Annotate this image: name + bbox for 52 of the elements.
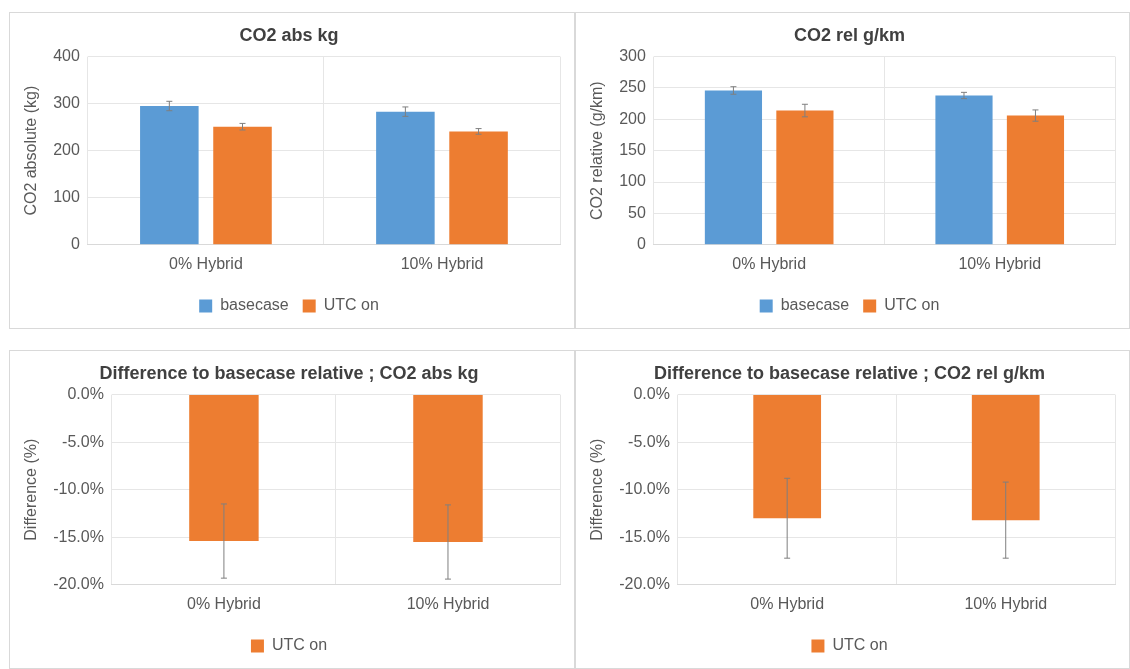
y-tick-label: -5.0% <box>628 432 670 450</box>
x-tick-label: 10% Hybrid <box>958 254 1042 272</box>
chart-title: Difference to basecase relative ; CO2 rel g/km <box>653 362 1046 383</box>
y-tick-label: 250 <box>619 78 646 96</box>
y-tick-label: -5.0% <box>62 432 104 450</box>
bar <box>140 106 199 245</box>
x-tick-label: 0% Hybrid <box>750 594 825 612</box>
legend-label: UTC on <box>884 296 940 314</box>
y-axis-title: Difference (%) <box>22 438 40 541</box>
y-tick-label: 200 <box>53 141 80 159</box>
y-tick-label: 150 <box>619 141 646 159</box>
y-tick-label: -20.0% <box>53 575 104 593</box>
x-tick-label: 10% Hybrid <box>400 254 484 272</box>
y-axis-title: Difference (%) <box>588 438 606 541</box>
y-tick-label: 0.0% <box>633 385 670 403</box>
y-tick-label: 0 <box>636 235 646 253</box>
y-axis-title: CO2 relative (g/km) <box>588 81 606 221</box>
bar <box>213 126 272 245</box>
bar <box>776 110 834 245</box>
bar <box>1006 115 1065 245</box>
y-tick-label: -10.0% <box>53 480 104 498</box>
legend-label: UTC on <box>271 636 328 654</box>
legend-label: UTC on <box>832 636 888 654</box>
y-axis-title: CO2 absolute (kg) <box>22 85 40 216</box>
x-tick-label: 10% Hybrid <box>964 594 1048 612</box>
legend-label: basecase <box>220 296 289 314</box>
legend-label: basecase <box>780 296 850 314</box>
y-tick-label: 300 <box>53 94 80 112</box>
bar <box>376 111 435 245</box>
x-tick-label: 0% Hybrid <box>732 254 807 272</box>
y-tick-label: 400 <box>53 47 80 65</box>
chart-title: CO2 abs kg <box>239 24 339 45</box>
y-tick-label: -15.0% <box>619 527 670 545</box>
chart-title: Difference to basecase relative ; CO2 abs kg <box>99 362 479 383</box>
x-tick-label: 0% Hybrid <box>169 254 243 272</box>
y-tick-label: 100 <box>619 172 646 190</box>
y-tick-label: 0 <box>70 235 80 253</box>
bar <box>449 131 508 245</box>
y-tick-label: 100 <box>53 188 80 206</box>
legend-label: UTC on <box>323 296 379 314</box>
bar <box>935 95 993 245</box>
y-tick-label: 200 <box>619 109 646 127</box>
y-tick-label: -10.0% <box>619 480 670 498</box>
y-tick-label: 50 <box>628 203 646 221</box>
y-tick-label: -20.0% <box>619 575 670 593</box>
bar <box>704 90 763 245</box>
y-tick-label: 0.0% <box>67 385 104 403</box>
x-tick-label: 0% Hybrid <box>187 594 261 612</box>
y-tick-label: 300 <box>619 47 646 65</box>
x-tick-label: 10% Hybrid <box>406 594 490 612</box>
y-tick-label: -15.0% <box>53 527 104 545</box>
chart-title: CO2 rel g/km <box>793 24 906 45</box>
